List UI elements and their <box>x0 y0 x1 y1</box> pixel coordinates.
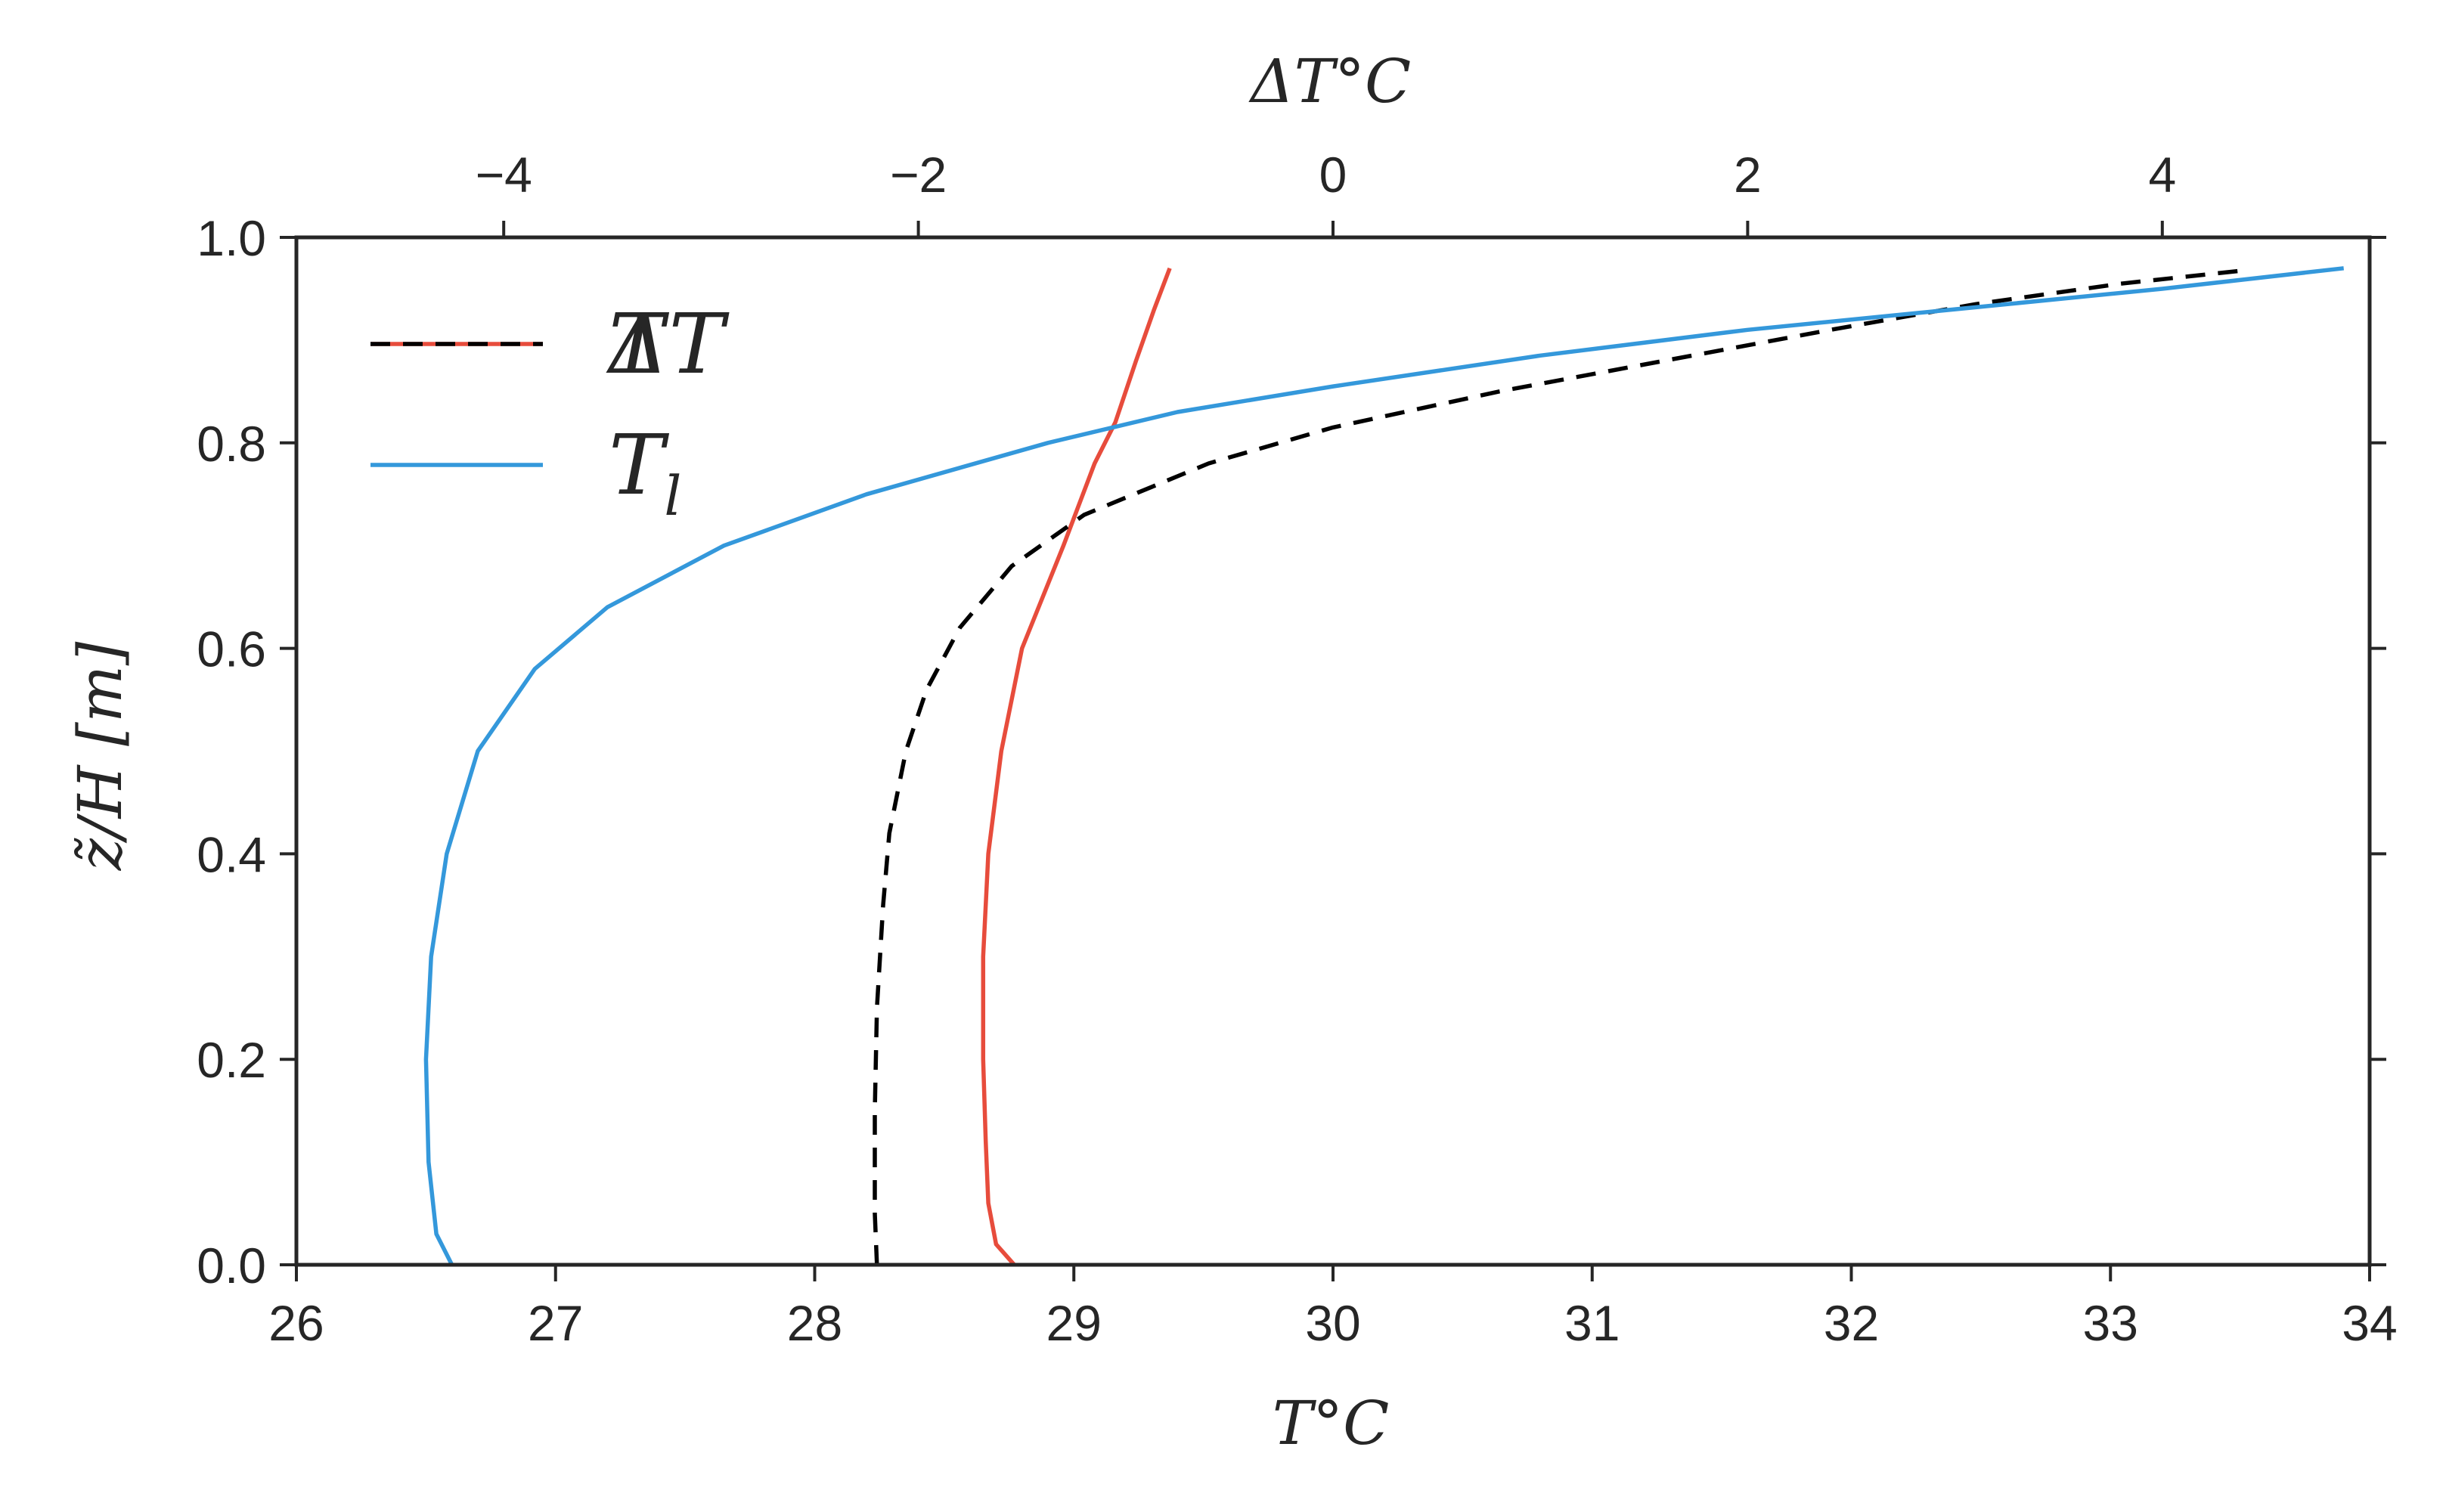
legend-label-Tl-subscript: l <box>664 464 681 528</box>
top-tick-label: 2 <box>1734 147 1762 203</box>
legend: TΔT Tl <box>370 296 730 528</box>
series-line-0 <box>981 267 1172 1266</box>
top-axis-title: ΔT°C <box>1248 46 1411 116</box>
axes-layer: 26 27 28 29 30 31 32 33 34 −4 −2 0 2 4 0.0 0.2 0.4 0.6 0.8… <box>197 147 2397 1351</box>
y-axis-title: z̃/H [m] <box>65 641 135 871</box>
x-tick-label: 33 <box>2083 1295 2138 1351</box>
x-tick-label: 34 <box>2342 1295 2397 1351</box>
x-tick-label: 32 <box>1824 1295 1879 1351</box>
legend-label-T: T <box>609 296 670 392</box>
x-tick-label: 27 <box>528 1295 583 1351</box>
plot-frame <box>294 235 2372 1267</box>
x-tick-label: 28 <box>787 1295 842 1351</box>
bottom-axis-title: T°C <box>1273 1388 1390 1458</box>
y-tick-label: 0.2 <box>197 1032 266 1088</box>
x-tick-label: 26 <box>268 1295 324 1351</box>
legend-label-deltaT: ΔT <box>606 296 730 392</box>
top-tick-label: −2 <box>890 147 947 203</box>
y-tick-label: 0.0 <box>197 1238 266 1294</box>
series-layer <box>423 266 2345 1266</box>
top-tick-label: 0 <box>1319 147 1347 203</box>
y-tick-label: 0.8 <box>197 416 266 472</box>
series-line-1 <box>873 268 2246 1266</box>
x-tick-label: 31 <box>1564 1295 1620 1351</box>
y-tick-label: 1.0 <box>197 210 266 266</box>
top-tick-label: 4 <box>2148 147 2176 203</box>
legend-label-Tl: Tl <box>609 417 681 528</box>
y-tick-label: 0.4 <box>197 826 266 882</box>
x-tick-label: 30 <box>1305 1295 1360 1351</box>
top-tick-label: −4 <box>476 147 532 203</box>
y-tick-label: 0.6 <box>197 621 266 677</box>
x-tick-label: 29 <box>1046 1295 1102 1351</box>
series-line-2 <box>423 266 2345 1266</box>
